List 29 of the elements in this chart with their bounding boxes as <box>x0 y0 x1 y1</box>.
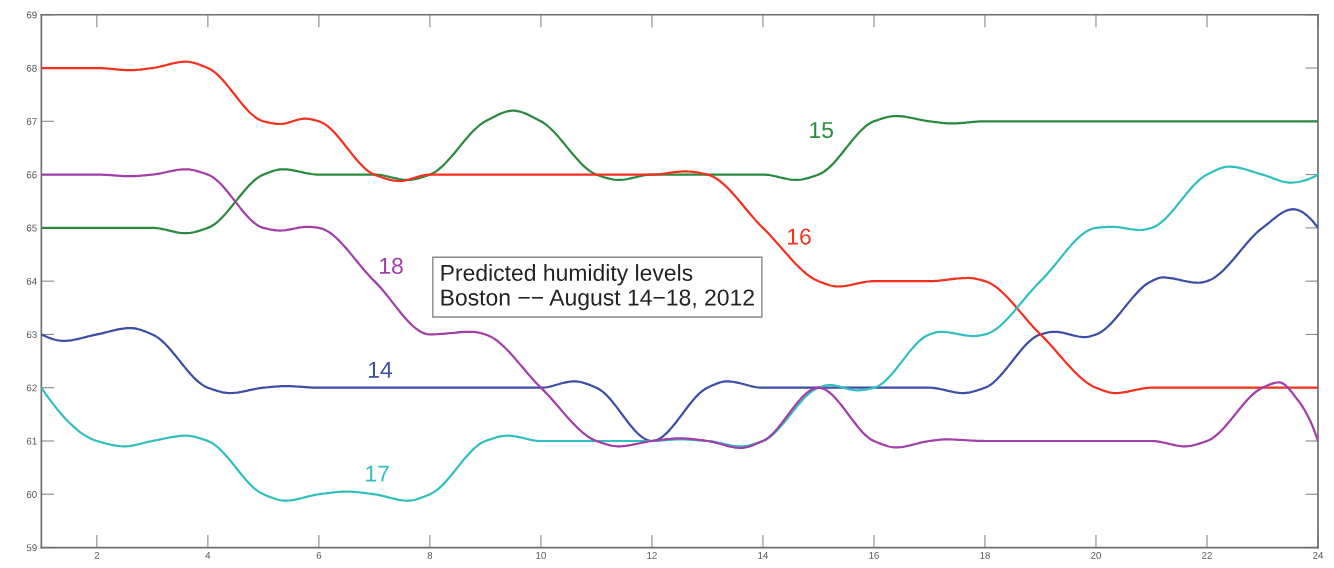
x-tick-label: 22 <box>1202 551 1212 559</box>
series-label: 18 <box>380 257 403 274</box>
x-tick-label: 10 <box>536 551 546 559</box>
x-tick-label: 24 <box>1313 551 1324 559</box>
y-tick-label: 69 <box>26 11 37 19</box>
x-tick-label: 4 <box>205 552 211 559</box>
y-tick-label: 65 <box>26 224 37 232</box>
series-label: 17 <box>366 465 389 482</box>
annotation: Predicted humidity levels Boston −− August 14−18, 2012 <box>441 264 754 311</box>
x-tick-label: 2 <box>94 551 100 559</box>
x-tick-label: 12 <box>647 551 657 559</box>
y-tick-label: 64 <box>26 277 37 285</box>
y-tick-label: 60 <box>26 491 37 498</box>
y-tick-label: 67 <box>26 118 37 125</box>
y-tick-label: 59 <box>26 544 37 552</box>
series-label: 16 <box>788 228 811 245</box>
y-tick-label: 63 <box>26 331 37 339</box>
series-label: 15 <box>810 122 833 139</box>
y-tick-label: 62 <box>26 384 37 392</box>
x-tick-label: 20 <box>1091 551 1101 559</box>
x-tick-label: 6 <box>316 551 322 559</box>
y-tick-label: 66 <box>26 171 37 179</box>
y-tick-label: 61 <box>26 437 37 445</box>
x-tick-label: 16 <box>869 551 879 559</box>
series-label: 14 <box>368 361 393 378</box>
y-tick-label: 68 <box>26 64 37 72</box>
x-tick-label: 14 <box>758 552 769 559</box>
x-tick-label: 18 <box>980 551 990 559</box>
x-tick-label: 8 <box>427 551 433 559</box>
